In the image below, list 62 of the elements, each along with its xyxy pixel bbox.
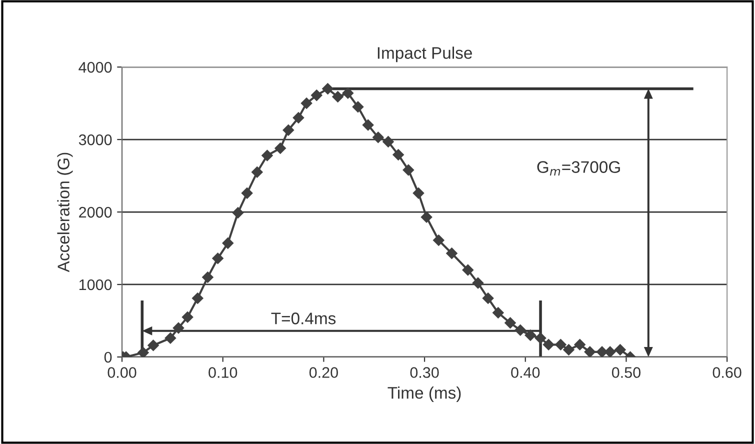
point (462, 264, 474, 276)
point (192, 292, 204, 304)
y-tick-label: 1000 (79, 279, 112, 290)
ref-line-label: G$_{m}$=3700G (537, 161, 620, 176)
point (332, 91, 344, 102)
point (300, 98, 312, 109)
x-tick-label: 0.10 (208, 367, 238, 378)
x-tick-label: 0.60 (712, 367, 742, 378)
point (420, 211, 432, 223)
point (322, 83, 334, 94)
annotation: T=0.4ms (271, 312, 336, 324)
y-tick-label: 0 (104, 352, 112, 363)
point (514, 324, 526, 336)
point (182, 312, 194, 323)
point (282, 124, 294, 136)
point (372, 132, 384, 143)
point (542, 339, 554, 350)
x-tick-label: 0.00 (108, 367, 136, 378)
point (402, 164, 414, 176)
point (148, 340, 159, 351)
x-tick-label: 0.30 (410, 367, 439, 378)
x-tick-label: 0.20 (309, 367, 338, 378)
chart-title: Impact Pulse (378, 46, 472, 62)
point (504, 317, 516, 329)
point (202, 272, 214, 283)
point (392, 149, 404, 160)
point (433, 234, 444, 246)
x-axis-title: Time (ms) (388, 386, 461, 402)
point (563, 344, 574, 356)
y-tick-label: 3000 (78, 134, 112, 146)
y-tick-label: 4000 (78, 62, 112, 73)
point (412, 188, 424, 199)
point (311, 90, 322, 101)
point (292, 112, 304, 124)
point (482, 292, 494, 304)
point (524, 330, 536, 341)
point (352, 101, 364, 113)
point (138, 347, 149, 357)
y-axis-title: Acceleration (G) (57, 152, 73, 272)
point (446, 248, 458, 259)
point (382, 136, 394, 148)
point (574, 339, 586, 350)
point (241, 188, 253, 199)
point (232, 207, 244, 218)
point (472, 277, 484, 289)
point (362, 119, 374, 131)
point (492, 307, 504, 318)
point (342, 88, 354, 99)
point (534, 332, 546, 344)
point (222, 238, 234, 249)
x-tick-label: 0.40 (511, 367, 540, 378)
point (164, 332, 176, 344)
point (614, 344, 626, 356)
point (172, 322, 184, 334)
point (262, 150, 273, 162)
point (584, 346, 596, 357)
point (212, 252, 224, 264)
y-tick-label: 2000 (79, 206, 112, 218)
point (274, 142, 286, 154)
x-tick-label: 0.50 (612, 367, 640, 378)
point (555, 339, 566, 350)
point (252, 166, 263, 178)
